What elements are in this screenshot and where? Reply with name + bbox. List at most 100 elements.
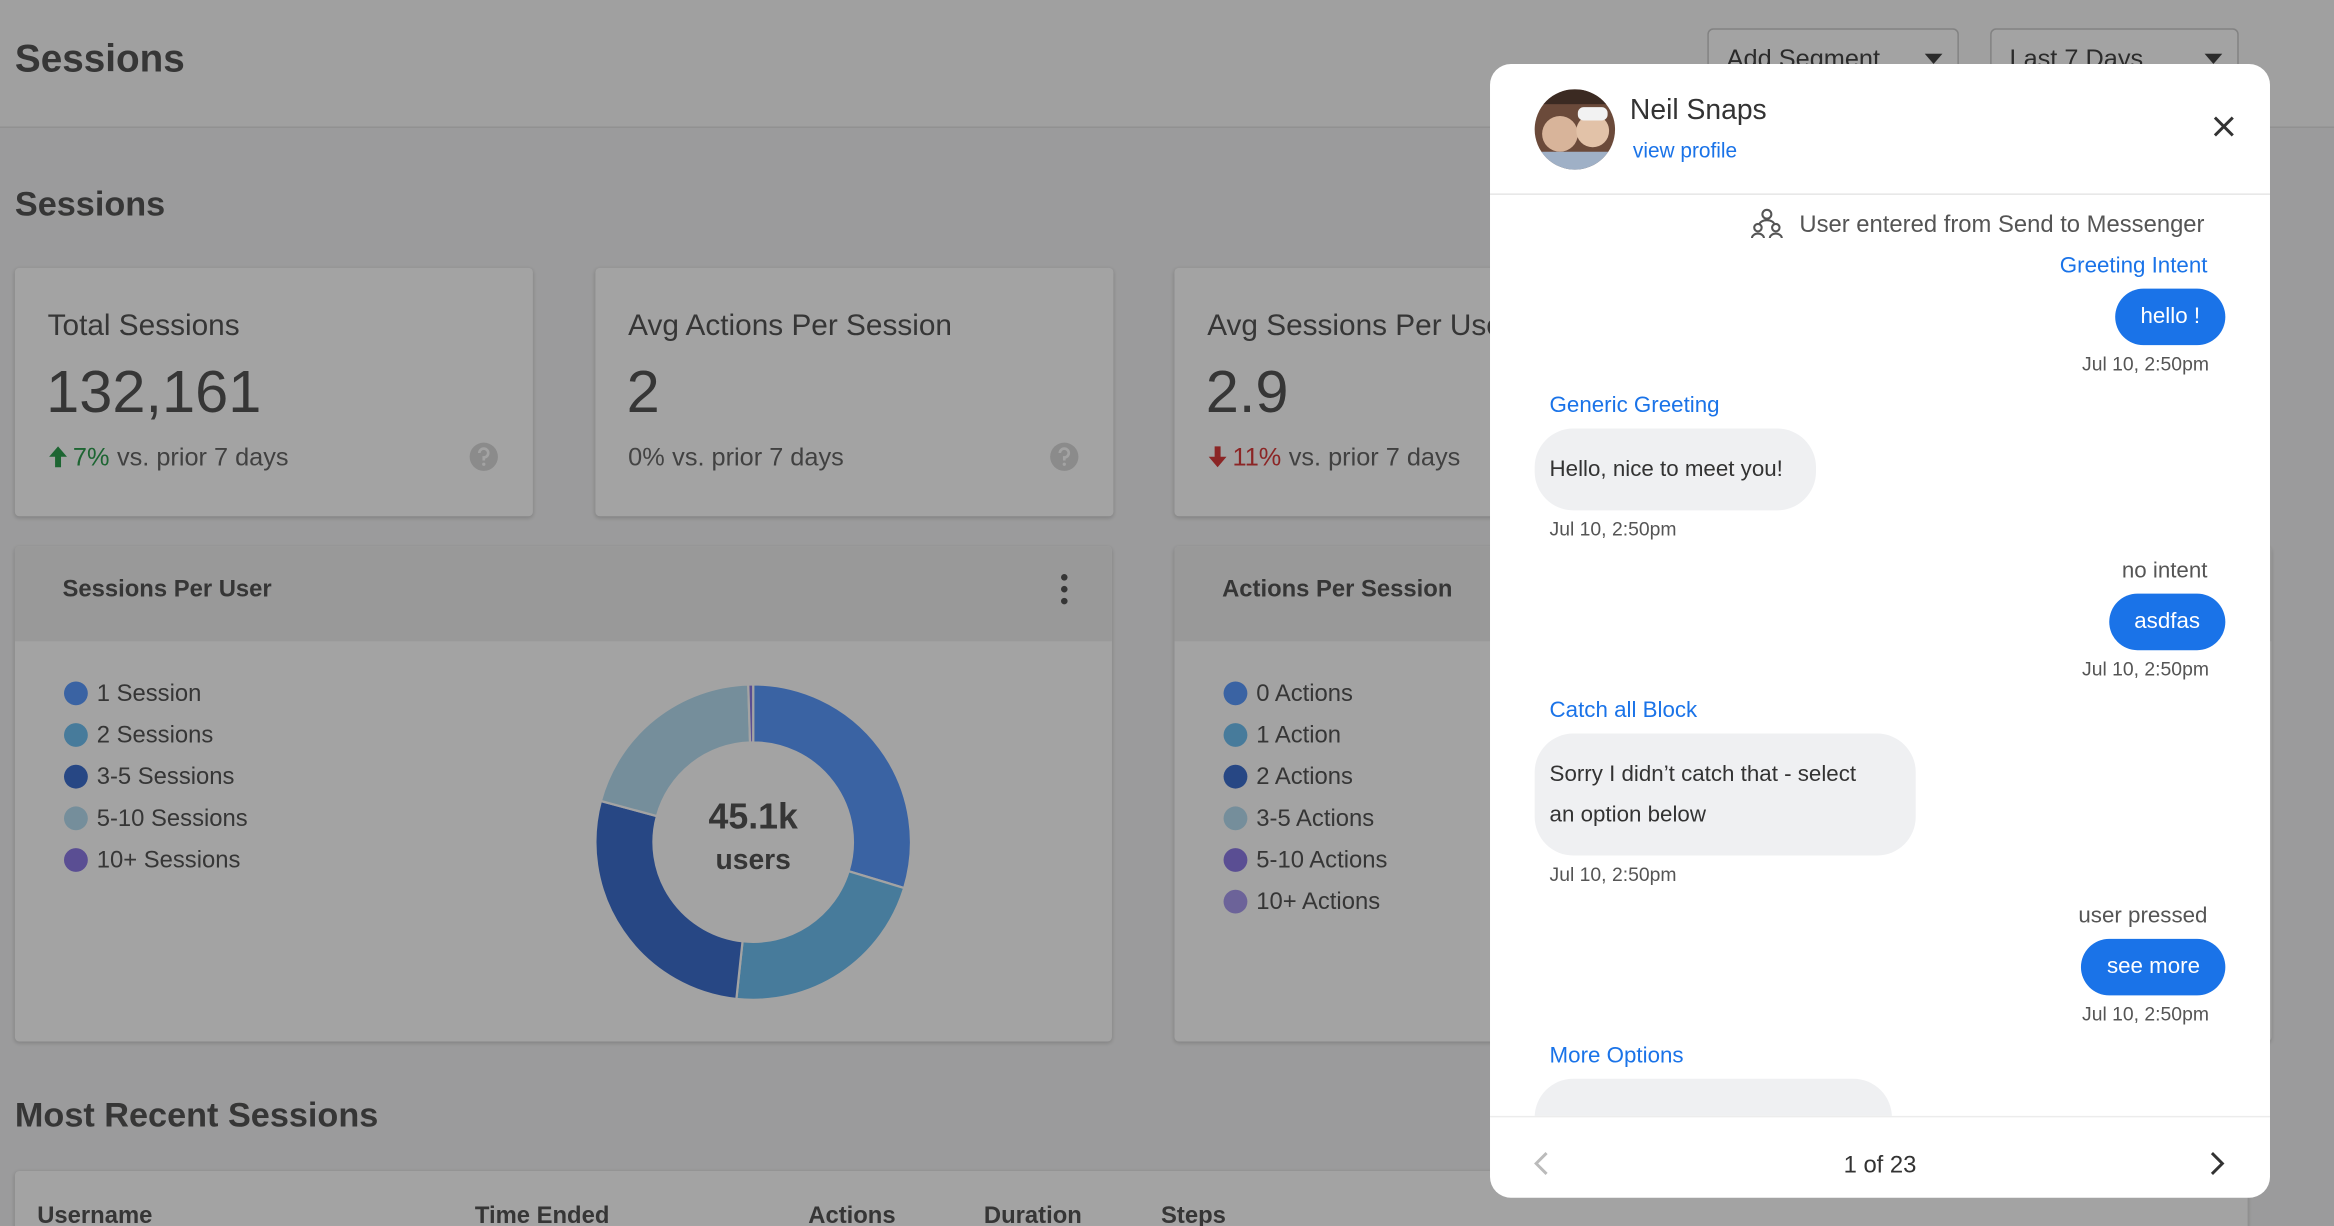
modal-footer: 1 of 23 xyxy=(1490,1115,2270,1198)
legend-label: 1 Action xyxy=(1256,723,1342,749)
legend-item: 2 Actions xyxy=(1223,764,1353,792)
menu-dot xyxy=(1061,574,1068,581)
stat-change: 11% vs. prior 7 days xyxy=(1207,443,1460,473)
donut-segment xyxy=(594,799,744,1001)
stat-label: Total Sessions xyxy=(47,309,240,343)
help-glyph xyxy=(477,447,490,461)
legend-item: 1 Session xyxy=(64,681,201,708)
bubble-row: hello ! xyxy=(1535,288,2226,346)
section-title: Sessions xyxy=(14,184,166,224)
message: user pressed see more Jul 10, 2:50pm xyxy=(1490,902,2270,1027)
legend-label: 0 Actions xyxy=(1256,681,1353,707)
change-text: vs. prior 7 days xyxy=(116,443,289,472)
donut-center-label: users xyxy=(715,843,790,875)
entry-icon xyxy=(1750,208,1783,239)
prev-button[interactable] xyxy=(1532,1150,1550,1177)
legend-swatch xyxy=(64,764,88,789)
legend-swatch xyxy=(64,848,88,872)
legend-label: 2 Actions xyxy=(1256,764,1353,791)
message-bubble xyxy=(1534,1078,1892,1116)
avatar xyxy=(1534,89,1616,170)
chart-header: Sessions Per User xyxy=(14,546,1112,642)
message: Catch all Block Sorry I didn’t catch that… xyxy=(1490,696,2270,886)
legend-item: 1 Action xyxy=(1223,723,1342,750)
legend-label: 10+ Sessions xyxy=(96,848,241,874)
stat-change: 0% vs. prior 7 days xyxy=(628,443,844,473)
legend-label: 3-5 Actions xyxy=(1256,806,1375,832)
stat-label: Avg Sessions Per User xyxy=(1207,309,1513,343)
help-icon[interactable] xyxy=(1049,442,1079,472)
stat-card: Avg Actions Per Session 2 0% vs. prior 7 da… xyxy=(595,267,1114,517)
legend-item: 10+ Sessions xyxy=(64,848,240,875)
message: no intent asdfas Jul 10, 2:50pm xyxy=(1490,556,2270,681)
change-value: 0% xyxy=(628,443,665,472)
column-header: Duration xyxy=(983,1203,1082,1226)
legend-label: 5-10 Actions xyxy=(1256,848,1388,874)
donut-segment xyxy=(747,683,755,744)
help-icon[interactable] xyxy=(469,442,499,472)
pager-label: 1 of 23 xyxy=(1843,1153,1917,1179)
legend-item: 10+ Actions xyxy=(1223,889,1381,917)
stat-change: 7% vs. prior 7 days xyxy=(48,443,289,473)
message-list: User entered from Send to Messenger Gree… xyxy=(1490,195,2270,1116)
view-profile-link[interactable]: view profile xyxy=(1632,138,1738,163)
column-header: Time Ended xyxy=(474,1203,610,1226)
menu-button[interactable] xyxy=(1058,573,1070,606)
legend-label: 10+ Actions xyxy=(1256,889,1381,916)
message-label: no intent xyxy=(2121,557,2208,584)
legend-label: 1 Session xyxy=(96,681,202,707)
next-button[interactable] xyxy=(2209,1150,2227,1177)
message: Greeting Intent hello ! Jul 10, 2:50pm xyxy=(1490,251,2270,376)
section-title: Most Recent Sessions xyxy=(14,1095,379,1134)
legend-item: 5-10 Sessions xyxy=(64,806,248,833)
message-time: Jul 10, 2:50pm xyxy=(2082,352,2209,375)
stat-card: Total Sessions 132,161 7% vs. prior 7 days xyxy=(14,267,533,517)
stat-value: 2 xyxy=(626,360,660,426)
bubble-row: Sorry I didn’t catch that - select an op… xyxy=(1534,733,2226,856)
close-button[interactable] xyxy=(2212,115,2236,139)
change-text: vs. prior 7 days xyxy=(1288,443,1461,472)
message-time: Jul 10, 2:50pm xyxy=(2082,1002,2209,1026)
arrow-shape xyxy=(1208,446,1227,468)
column-header: Steps xyxy=(1161,1203,1226,1226)
modal-header: Neil Snaps view profile xyxy=(1490,64,2270,195)
legend-label: 2 Sessions xyxy=(96,723,214,749)
chart-title: Sessions Per User xyxy=(62,577,272,603)
legend-swatch xyxy=(1223,681,1248,706)
legend-swatch xyxy=(1223,806,1248,831)
change-text: vs. prior 7 days xyxy=(672,443,844,472)
change-value: 7% xyxy=(72,443,110,472)
conversation-modal: Neil Snaps view profile User entered fro… xyxy=(1490,63,2270,1198)
legend-swatch xyxy=(64,806,88,831)
message-bubble: see more xyxy=(2081,938,2226,996)
legend-swatch xyxy=(1223,889,1248,914)
donut-segment xyxy=(752,683,913,890)
help-glyph xyxy=(1058,447,1071,461)
message-time: Jul 10, 2:50pm xyxy=(1549,517,1677,541)
column-header: Actions xyxy=(808,1203,896,1226)
menu-dot xyxy=(1061,585,1068,593)
donut-chart: 45.1k users xyxy=(594,683,913,1001)
bubble-row: Hello, nice to meet you! xyxy=(1534,428,2226,511)
dropdown-caret xyxy=(2204,53,2223,64)
chart-card: Sessions Per User 1 Session 2 Sessions 3-5 … xyxy=(14,546,1112,1042)
help-dot xyxy=(1062,462,1066,466)
legend-swatch xyxy=(64,681,88,706)
bubble-row xyxy=(1534,1078,2226,1116)
message-bubble: hello ! xyxy=(2115,288,2226,346)
message: Generic Greeting Hello, nice to meet you!… xyxy=(1490,391,2270,541)
legend-swatch xyxy=(1223,764,1248,789)
legend-item: 3-5 Sessions xyxy=(64,764,234,792)
message-bubble: Hello, nice to meet you! xyxy=(1534,428,1816,511)
message-bubble: asdfas xyxy=(2108,593,2226,651)
bubble-row: see more xyxy=(1535,938,2226,996)
legend-swatch xyxy=(64,723,88,747)
stat-label: Avg Actions Per Session xyxy=(628,309,952,343)
menu-dot xyxy=(1061,597,1068,605)
trend-arrow xyxy=(49,446,67,468)
message-label: Greeting Intent xyxy=(2059,252,2208,279)
message-label: user pressed xyxy=(2078,903,2208,929)
legend-swatch xyxy=(1223,723,1248,747)
legend-label: 5-10 Sessions xyxy=(96,806,248,832)
